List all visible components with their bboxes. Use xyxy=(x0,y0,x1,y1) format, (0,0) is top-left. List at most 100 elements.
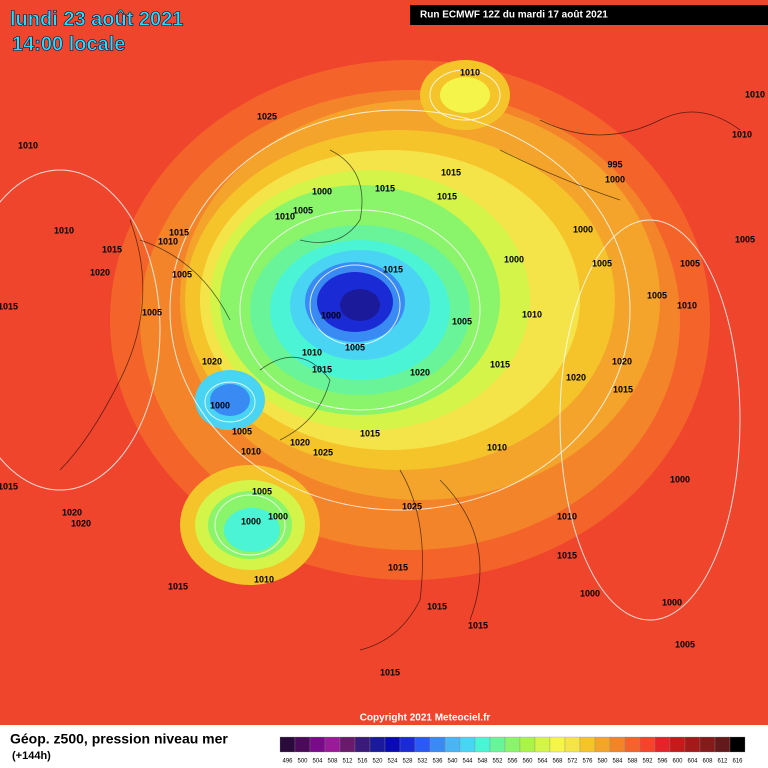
colorbar-label: 568 xyxy=(552,759,563,765)
colorbar-label: 592 xyxy=(642,759,653,765)
pressure-label: 1020 xyxy=(410,367,430,377)
pressure-label: 1000 xyxy=(605,174,625,184)
colorbar-cell xyxy=(474,736,491,753)
pressure-label: 1000 xyxy=(241,516,261,526)
pressure-label: 1025 xyxy=(313,447,333,457)
colorbar-cell xyxy=(324,736,341,753)
pressure-label: 1005 xyxy=(452,316,472,326)
colorbar-label: 556 xyxy=(507,759,518,765)
colorbar-label: 552 xyxy=(492,759,503,765)
colorbar-cell xyxy=(579,736,596,753)
pressure-label: 1005 xyxy=(252,486,272,496)
colorbar-cell xyxy=(729,736,746,753)
pressure-label: 1015 xyxy=(0,301,18,311)
pressure-label: 1005 xyxy=(735,234,755,244)
pressure-label: 1015 xyxy=(102,244,122,254)
pressure-label: 1005 xyxy=(232,426,252,436)
pressure-label: 1015 xyxy=(441,167,461,177)
pressure-label: 1015 xyxy=(613,384,633,394)
colorbar-cell xyxy=(279,736,296,753)
colorbar: 496 500 504 508 512 516 520 524 528 532 536 540 544 5… xyxy=(279,736,746,765)
colorbar-cell xyxy=(684,736,701,753)
pressure-label: 1000 xyxy=(312,186,332,196)
pressure-label: 1005 xyxy=(345,342,365,352)
pressure-label: 995 xyxy=(607,159,622,169)
pressure-label: 1015 xyxy=(0,481,18,491)
footer-title: Géop. z500, pression niveau mer xyxy=(10,731,228,747)
colorbar-label: 544 xyxy=(462,759,473,765)
pressure-label: 1005 xyxy=(675,639,695,649)
pressure-label: 1025 xyxy=(257,111,277,121)
pressure-label: 1015 xyxy=(427,601,447,611)
pressure-label: 1015 xyxy=(169,227,189,237)
colorbar-cell xyxy=(654,736,671,753)
lead-time: (+144h) xyxy=(12,750,51,762)
colorbar-label: 500 xyxy=(297,759,308,765)
pressure-label: 1010 xyxy=(302,347,322,357)
pressure-label: 1015 xyxy=(360,428,380,438)
pressure-label: 1010 xyxy=(522,309,542,319)
pressure-label: 1010 xyxy=(18,140,38,150)
colorbar-label: 548 xyxy=(477,759,488,765)
pressure-label: 1010 xyxy=(732,129,752,139)
pressure-label: 1020 xyxy=(71,518,91,528)
field xyxy=(0,60,741,651)
colorbar-label: 584 xyxy=(612,759,623,765)
colorbar-cell xyxy=(429,736,446,753)
colorbar-label: 564 xyxy=(537,759,548,765)
pressure-label: 1000 xyxy=(670,474,690,484)
pressure-label: 1015 xyxy=(468,620,488,630)
colorbar-label: 576 xyxy=(582,759,593,765)
pressure-label: 1015 xyxy=(490,359,510,369)
pressure-label: 1020 xyxy=(566,372,586,382)
colorbar-cell xyxy=(309,736,326,753)
colorbar-cell xyxy=(714,736,731,753)
colorbar-cell xyxy=(369,736,386,753)
colorbar-label: 516 xyxy=(357,759,368,765)
pressure-label: 1010 xyxy=(460,67,480,77)
pressure-label: 1015 xyxy=(375,183,395,193)
colorbar-label: 520 xyxy=(372,759,383,765)
pressure-label: 1000 xyxy=(268,511,288,521)
colorbar-cell xyxy=(624,736,641,753)
colorbar-cell xyxy=(354,736,371,753)
colorbar-cell xyxy=(414,736,431,753)
colorbar-cell xyxy=(564,736,581,753)
pressure-label: 1015 xyxy=(168,581,188,591)
pressure-label: 1020 xyxy=(90,267,110,277)
colorbar-cell xyxy=(699,736,716,753)
colorbar-label: 616 xyxy=(732,759,743,765)
pressure-label: 1010 xyxy=(275,211,295,221)
pressure-label: 1015 xyxy=(312,364,332,374)
colorbar-label: 524 xyxy=(387,759,398,765)
pressure-label: 1000 xyxy=(210,400,230,410)
colorbar-label: 508 xyxy=(327,759,338,765)
pressure-label: 1015 xyxy=(388,562,408,572)
colorbar-label: 528 xyxy=(402,759,413,765)
colorbar-cell xyxy=(444,736,461,753)
colorbar-cell xyxy=(339,736,356,753)
colorbar-cell xyxy=(294,736,311,753)
colorbar-label: 496 xyxy=(282,759,293,765)
colorbar-cell xyxy=(639,736,656,753)
pressure-label: 1000 xyxy=(504,254,524,264)
run-info: Run ECMWF 12Z du mardi 17 août 2021 xyxy=(420,10,608,21)
pressure-label: 1010 xyxy=(557,511,577,521)
colorbar-cell xyxy=(399,736,416,753)
colorbar-label: 536 xyxy=(432,759,443,765)
colorbar-label: 604 xyxy=(687,759,698,765)
colorbar-label: 512 xyxy=(342,759,353,765)
colorbar-label: 560 xyxy=(522,759,533,765)
pressure-label: 1005 xyxy=(172,269,192,279)
colorbar-label: 600 xyxy=(672,759,683,765)
pressure-label: 1005 xyxy=(142,307,162,317)
pressure-label: 1010 xyxy=(54,225,74,235)
colorbar-cell xyxy=(609,736,626,753)
pressure-label: 1010 xyxy=(158,236,178,246)
colorbar-label: 504 xyxy=(312,759,323,765)
pressure-label: 1020 xyxy=(612,356,632,366)
pressure-label: 1015 xyxy=(383,264,403,274)
pressure-label: 1025 xyxy=(402,501,422,511)
colorbar-cell xyxy=(384,736,401,753)
